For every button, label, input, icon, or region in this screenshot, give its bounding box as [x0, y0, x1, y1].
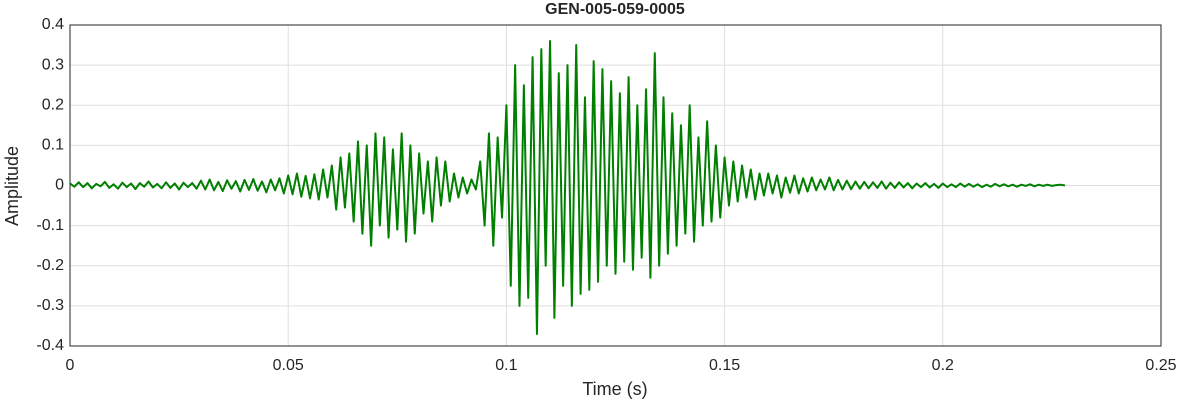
y-tick-label: 0.3: [42, 56, 64, 73]
y-tick-label: -0.3: [36, 297, 64, 314]
plot-frame: [69, 24, 1162, 347]
y-tick-label: 0.2: [42, 96, 64, 113]
x-tick-label: 0.15: [709, 357, 740, 374]
x-tick-label: 0.05: [273, 357, 304, 374]
y-tick-label: 0: [55, 177, 64, 194]
x-tick-label: 0.1: [495, 357, 517, 374]
y-tick-label: 0.1: [42, 137, 64, 154]
y-axis-label: Amplitude: [2, 146, 22, 226]
chart-title: GEN-005-059-0005: [545, 1, 685, 18]
waveform-line: [69, 40, 1066, 335]
x-tick-label: 0.25: [1145, 357, 1176, 374]
y-tick-label: -0.4: [36, 337, 64, 354]
y-tick-label: -0.2: [36, 257, 64, 274]
x-tick-label: 0: [66, 357, 75, 374]
y-tick-label: 0.4: [42, 16, 64, 33]
y-tick-label: -0.1: [36, 217, 64, 234]
x-tick-label: 0.2: [932, 357, 954, 374]
x-axis-label: Time (s): [582, 379, 647, 399]
